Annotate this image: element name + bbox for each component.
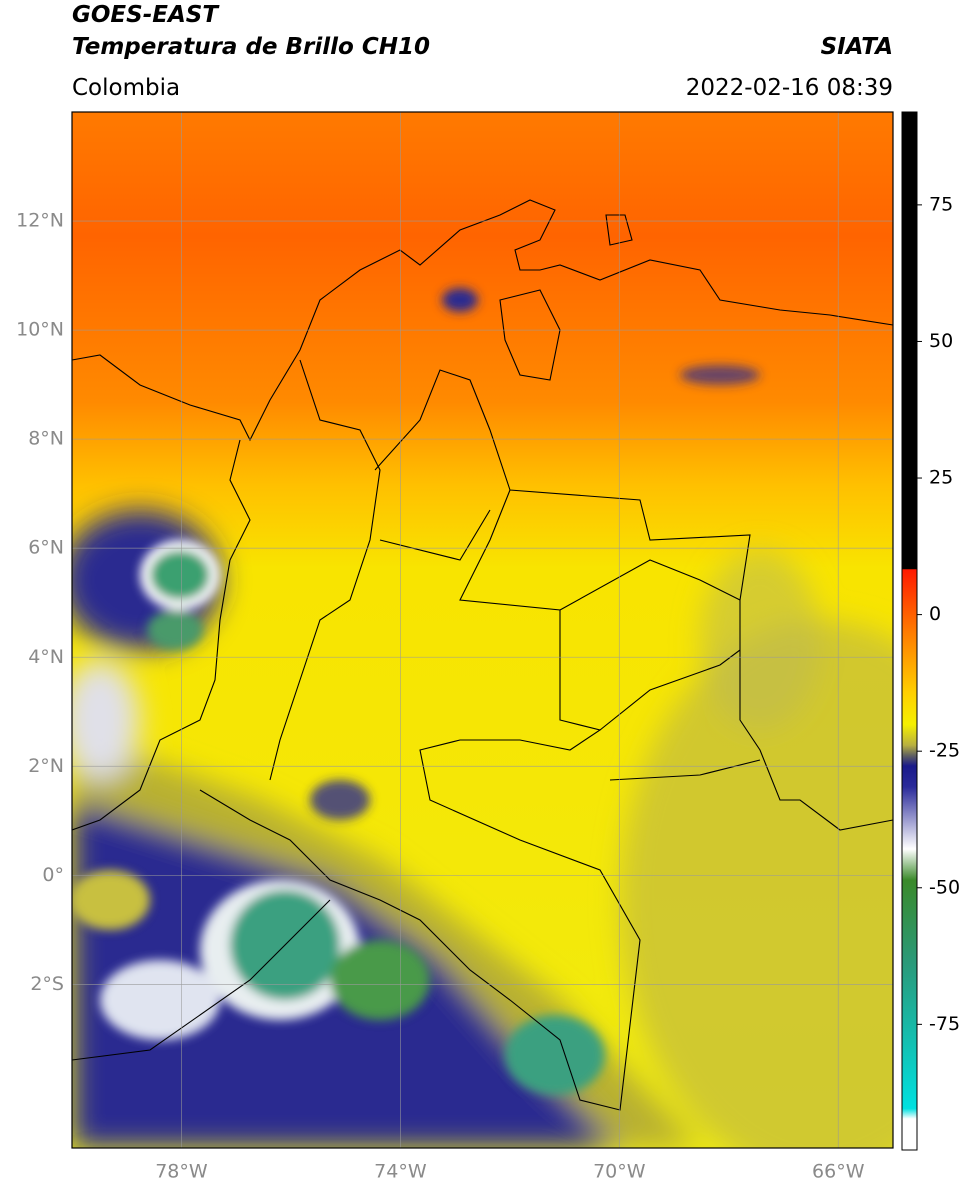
source: SIATA [821, 34, 893, 60]
colorbar-tick-label: 25 [929, 467, 953, 489]
lon-tick-label: 70°W [593, 1161, 646, 1183]
subtitle: Temperatura de Brillo CH10 [72, 34, 430, 60]
colorbar-tick-label: 50 [929, 330, 953, 352]
lon-tick-label: 66°W [812, 1161, 865, 1183]
lon-tick-label: 74°W [374, 1161, 427, 1183]
map-frame [71, 111, 894, 1149]
lat-tick-label: 4°N [28, 646, 64, 668]
colorbar-tick-label: 75 [929, 193, 953, 215]
graticule [72, 112, 893, 1148]
lat-tick-label: 8°N [28, 428, 64, 450]
lat-tick-label: 2°N [28, 755, 64, 777]
lat-tick-label: 6°N [28, 537, 64, 559]
colorbar-tick-label: -25 [929, 740, 960, 762]
colorbar [901, 111, 918, 1151]
lat-tick-label: 2°S [30, 973, 64, 995]
lat-tick-label: 12°N [16, 210, 64, 232]
colorbar-tick-label: 0 [929, 603, 941, 625]
datetime: 2022-02-16 08:39 [686, 75, 893, 101]
lat-tick-label: 0° [42, 864, 64, 886]
colorbar-tick-label: -75 [929, 1013, 960, 1035]
colorbar-tick-label: -50 [929, 876, 960, 898]
lon-tick-label: 78°W [155, 1161, 208, 1183]
satellite-image [72, 112, 893, 1148]
title: GOES-EAST [72, 2, 220, 28]
region: Colombia [72, 75, 180, 101]
lat-tick-label: 10°N [16, 319, 64, 341]
